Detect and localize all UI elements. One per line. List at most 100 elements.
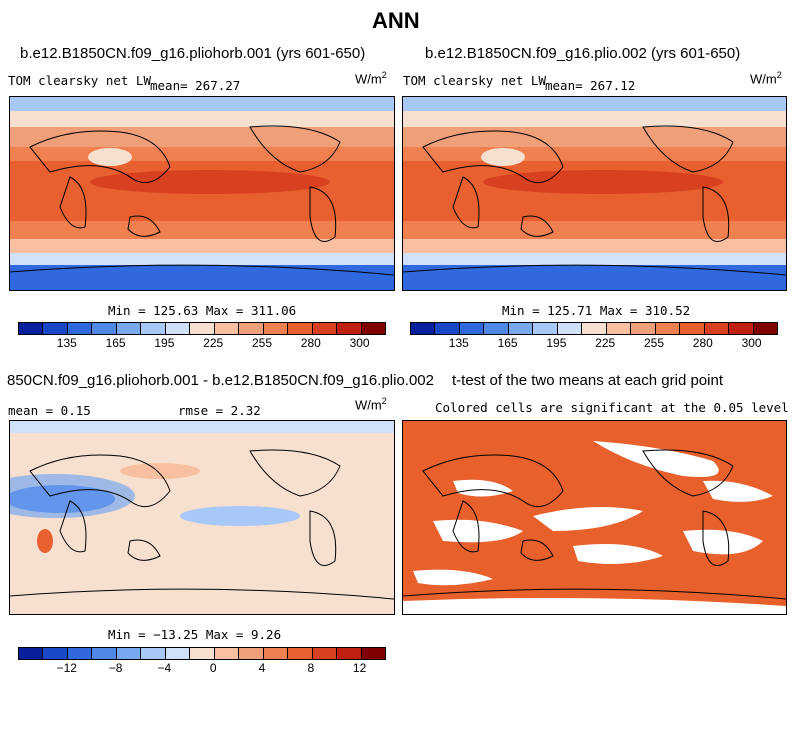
africa-outline: [452, 500, 480, 553]
panel-a-units: W/m2: [355, 70, 387, 87]
colorbar-tick-label: 255: [251, 336, 273, 350]
arctic-band: [10, 97, 394, 111]
colorbar-tick-label: 12: [352, 661, 367, 675]
australia-outline: [127, 539, 161, 561]
south-mid-band: [10, 239, 394, 253]
colorbar-swatch: [165, 648, 191, 659]
nonsig-region-4: [453, 479, 513, 497]
north-pacific-warm: [120, 463, 200, 479]
panel-a-map-svg: [10, 97, 394, 290]
africa-outline: [59, 500, 87, 553]
south-cool-band: [403, 253, 786, 265]
panel-d-map-svg: [403, 421, 786, 614]
colorbar-swatch: [116, 323, 142, 334]
south-subtropic-band: [403, 221, 786, 239]
south-america-outline: [702, 186, 730, 242]
panel-c-rmse: rmse = 2.32: [178, 403, 261, 418]
warm-spot: [37, 529, 53, 553]
south-america-outline: [309, 186, 337, 242]
panel-a-map: [9, 96, 395, 291]
colorbar-swatch: [655, 323, 681, 334]
colorbar-swatch: [631, 323, 656, 334]
nonsig-region-9: [703, 480, 773, 502]
panel-a-variable: TOM clearsky net LW: [8, 73, 151, 88]
colorbar-tick-label: 195: [546, 336, 567, 350]
colorbar-tick-label: 225: [203, 336, 224, 350]
panel-c-minmax: Min = −13.25 Max = 9.26: [108, 627, 282, 642]
colorbar-swatch: [141, 648, 166, 659]
colorbar-swatch: [729, 323, 754, 334]
colorbar-swatch: [337, 323, 362, 334]
arctic-band: [403, 97, 786, 111]
north-america-outline: [642, 449, 734, 497]
colorbar-tick-label: −8: [108, 661, 123, 675]
coastlines: [403, 125, 786, 276]
arctic-band: [10, 421, 394, 433]
nonsig-region-8: [403, 597, 786, 614]
colorbar-tick-label: 8: [307, 661, 315, 675]
antarctica-outline: [403, 588, 786, 600]
colorbar-swatch: [263, 648, 289, 659]
coastlines: [403, 449, 786, 600]
tibet-region: [481, 148, 525, 166]
panel-c-colorbar: [18, 647, 386, 660]
colorbar-swatch: [533, 323, 558, 334]
antarctic-band: [403, 265, 786, 290]
colorbar-swatch: [239, 323, 264, 334]
colorbar-swatch: [435, 323, 460, 334]
panel-c-mean: mean = 0.15: [8, 403, 91, 418]
colorbar-swatch: [43, 648, 68, 659]
panel-b-title: b.e12.B1850CN.f09_g16.plio.002 (yrs 601-…: [425, 45, 741, 62]
warm-pool: [90, 170, 330, 194]
colorbar-swatch: [19, 323, 44, 334]
nonsig-region-1: [593, 441, 719, 477]
africa-outline: [452, 176, 480, 229]
colorbar-swatch: [190, 323, 215, 334]
colorbar-tick-label: −4: [157, 661, 172, 675]
north-america-outline: [249, 125, 341, 173]
colorbar-swatch: [312, 648, 338, 659]
colorbar-swatch: [165, 323, 191, 334]
antarctica-outline: [10, 264, 394, 276]
africa-outline: [59, 176, 87, 229]
panel-b-minmax: Min = 125.71 Max = 310.52: [502, 303, 691, 318]
colorbar-swatch: [508, 323, 534, 334]
australia-outline: [520, 215, 554, 237]
panel-a-mean: mean= 267.27: [150, 78, 241, 93]
south-subtropic-band: [10, 221, 394, 239]
colorbar-swatch: [337, 648, 362, 659]
north-america-outline: [249, 449, 341, 497]
colorbar-tick-label: 165: [105, 336, 126, 350]
colorbar-swatch: [557, 323, 583, 334]
colorbar-swatch: [704, 323, 730, 334]
north-warm-band: [10, 127, 394, 147]
panel-a-minmax: Min = 125.63 Max = 311.06: [108, 303, 297, 318]
colorbar-tick-label: 165: [497, 336, 518, 350]
panel-a-colorbar: [18, 322, 386, 335]
south-america-outline: [309, 510, 337, 566]
colorbar-swatch: [67, 648, 93, 659]
north-mid-band: [10, 111, 394, 127]
panel-c-title: 850CN.f09_g16.pliohorb.001 - b.e12.B1850…: [7, 372, 434, 389]
eurasia-outline: [422, 454, 564, 508]
colorbar-tick-label: 135: [448, 336, 469, 350]
colorbar-swatch: [753, 323, 778, 334]
colorbar-tick-label: 195: [154, 336, 175, 350]
colorbar-swatch: [484, 323, 509, 334]
colorbar-tick-label: 255: [643, 336, 665, 350]
panel-b-units: W/m2: [750, 70, 782, 87]
panel-b-colorbar: [410, 322, 778, 335]
colorbar-swatch: [582, 323, 607, 334]
coastlines: [10, 449, 394, 600]
panel-a-title: b.e12.B1850CN.f09_g16.pliohorb.001 (yrs …: [20, 45, 366, 62]
antarctic-band: [10, 265, 394, 290]
colorbar-tick-label: 300: [741, 336, 762, 350]
colorbar-tick-label: 280: [300, 336, 321, 350]
subtropic-band: [403, 147, 786, 161]
colorbar-tick-label: 225: [595, 336, 616, 350]
australia-outline: [520, 539, 554, 561]
nonsig-region-7: [413, 569, 493, 586]
colorbar-swatch: [361, 323, 386, 334]
panel-c-units: W/m2: [355, 396, 387, 413]
colorbar-swatch: [239, 648, 264, 659]
